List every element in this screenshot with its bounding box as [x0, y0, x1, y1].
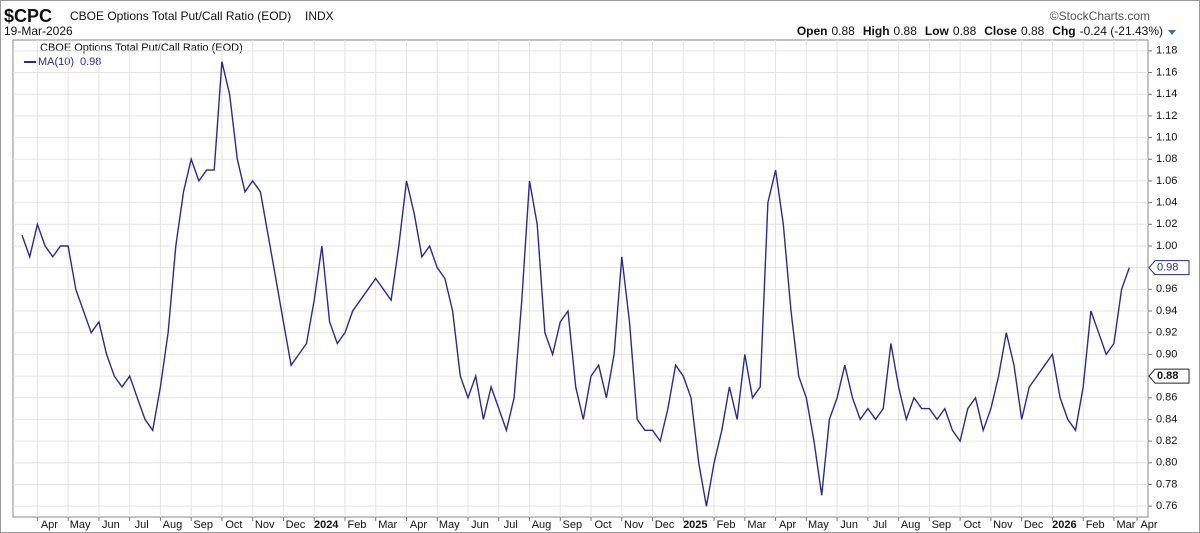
x-tick-label: Jul	[504, 519, 518, 531]
legend-value: 0.98	[80, 56, 101, 68]
x-tick-label: Feb	[347, 519, 366, 531]
y-tick-label: 0.82	[1156, 435, 1177, 447]
date: 19-Mar-2026	[4, 24, 73, 38]
y-tick-label: 1.16	[1156, 66, 1177, 78]
x-tick-label: Jun	[840, 519, 858, 531]
legend-label: MA(10)	[38, 56, 74, 68]
x-tick-label: Jul	[135, 519, 149, 531]
y-tick-label: 1.02	[1156, 218, 1177, 230]
quote-label: Low	[925, 24, 950, 38]
x-tick-label: Apr	[779, 519, 796, 531]
value-marker-label: 0.98	[1157, 262, 1178, 274]
x-tick-label: Mar	[378, 519, 397, 531]
quote-value: 0.88	[832, 24, 856, 38]
x-tick-label: May	[70, 519, 91, 531]
x-tick-label: Sep	[193, 519, 213, 531]
plot-area	[12, 39, 1149, 518]
source: ©StockCharts.com	[1050, 9, 1150, 23]
exchange: INDX	[305, 9, 334, 23]
quote-value: 0.88	[894, 24, 918, 38]
legend-title: CBOE Options Total Put/Call Ratio (EOD)	[40, 42, 243, 54]
x-tick-label: Mar	[1116, 519, 1135, 531]
x-tick-label: Dec	[286, 519, 306, 531]
x-tick-label: Sep	[932, 519, 952, 531]
x-tick-label: Oct	[225, 519, 242, 531]
x-tick-label: Oct	[964, 519, 981, 531]
x-tick-label: Jun	[102, 519, 120, 531]
x-tick-label: Nov	[624, 519, 644, 531]
value-marker-label: 0.88	[1157, 370, 1178, 382]
x-tick-label: Jul	[873, 519, 887, 531]
x-tick-label: Apr	[410, 519, 427, 531]
y-tick-label: 0.80	[1156, 457, 1177, 469]
x-tick-label: Apr	[41, 519, 58, 531]
x-tick-label: Jun	[471, 519, 489, 531]
quote-value: 0.88	[1021, 24, 1045, 38]
y-tick-label: 0.94	[1156, 305, 1177, 317]
y-tick-label: 0.96	[1156, 283, 1177, 295]
y-tick-label: 0.84	[1156, 413, 1177, 425]
x-tick-label: May	[808, 519, 829, 531]
quote: Open 0.88 High 0.88 Low 0.88 Close 0.88 Chg -0.24…	[797, 24, 1163, 38]
y-tick-label: 0.78	[1156, 478, 1177, 490]
y-tick-label: 0.86	[1156, 392, 1177, 404]
x-tick-label: May	[439, 519, 460, 531]
y-tick-label: 1.04	[1156, 197, 1177, 209]
y-tick-label: 1.06	[1156, 175, 1177, 187]
quote-label: High	[863, 24, 890, 38]
x-tick-label: 2024	[314, 519, 339, 531]
value-marker-box	[1148, 260, 1190, 276]
dropdown-arrow[interactable]	[1168, 30, 1176, 35]
x-tick-label: 2026	[1052, 519, 1076, 531]
y-tick-label: 1.14	[1156, 88, 1177, 100]
x-tick-label: Mar	[747, 519, 766, 531]
x-tick-label: Dec	[1024, 519, 1044, 531]
x-tick-label: Aug	[163, 519, 183, 531]
x-tick-label: Aug	[532, 519, 552, 531]
y-tick-label: 0.92	[1156, 327, 1177, 339]
quote-label: Chg	[1052, 24, 1075, 38]
x-tick-label: Feb	[1086, 519, 1105, 531]
y-tick-label: 0.76	[1156, 500, 1177, 512]
x-tick-label: Sep	[562, 519, 582, 531]
quote-label: Close	[984, 24, 1017, 38]
y-tick-label: 1.00	[1156, 240, 1177, 252]
y-tick-label: 1.08	[1156, 153, 1177, 165]
quote-value: -0.24 (-21.43%)	[1080, 24, 1163, 38]
value-marker-box	[1148, 368, 1190, 384]
quote-label: Open	[797, 24, 828, 38]
x-tick-label: Aug	[901, 519, 921, 531]
y-tick-label: 1.18	[1156, 45, 1177, 57]
x-tick-label: Apr	[1140, 519, 1157, 531]
y-tick-label: 1.12	[1156, 110, 1177, 122]
x-tick-label: Nov	[993, 519, 1013, 531]
header-title: CBOE Options Total Put/Call Ratio (EOD)	[70, 9, 291, 23]
x-tick-label: Dec	[655, 519, 675, 531]
x-tick-label: Nov	[255, 519, 275, 531]
y-tick-label: 1.10	[1156, 131, 1177, 143]
x-tick-label: Oct	[594, 519, 611, 531]
x-tick-label: Feb	[717, 519, 736, 531]
ma-line	[21, 61, 1130, 507]
quote-value: 0.88	[953, 24, 977, 38]
y-tick-label: 0.90	[1156, 348, 1177, 360]
x-tick-label: 2025	[683, 519, 707, 531]
symbol: $CPC	[4, 6, 52, 26]
